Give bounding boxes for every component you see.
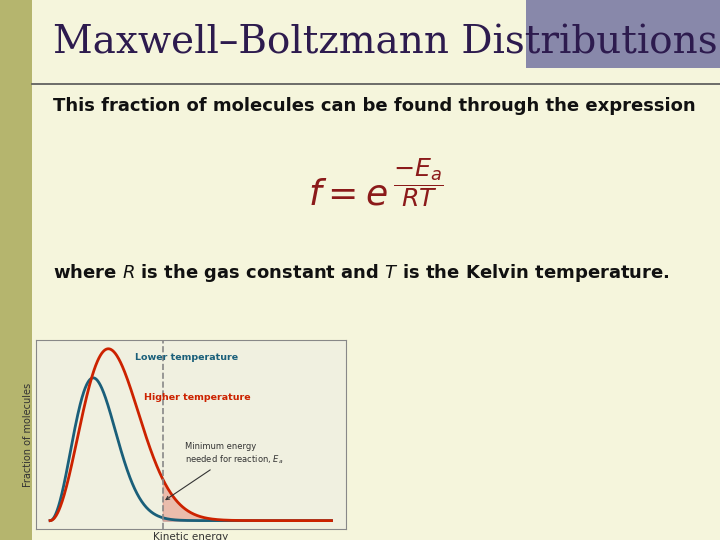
Text: Minimum energy
needed for reaction, $E_a$: Minimum energy needed for reaction, $E_a…	[166, 442, 283, 500]
Text: Maxwell–Boltzmann Distributions: Maxwell–Boltzmann Distributions	[53, 24, 718, 62]
Text: $f = e^{\,\dfrac{-E_a}{RT}}$: $f = e^{\,\dfrac{-E_a}{RT}}$	[308, 160, 444, 213]
Y-axis label: Fraction of molecules: Fraction of molecules	[23, 383, 33, 487]
Text: Higher temperature: Higher temperature	[144, 393, 251, 402]
X-axis label: Kinetic energy: Kinetic energy	[153, 532, 228, 540]
Text: Lower temperature: Lower temperature	[135, 353, 238, 362]
Text: This fraction of molecules can be found through the expression: This fraction of molecules can be found …	[53, 97, 696, 115]
Text: where $\it{R}$ is the gas constant and $\it{T}$ is the Kelvin temperature.: where $\it{R}$ is the gas constant and $…	[53, 262, 670, 284]
